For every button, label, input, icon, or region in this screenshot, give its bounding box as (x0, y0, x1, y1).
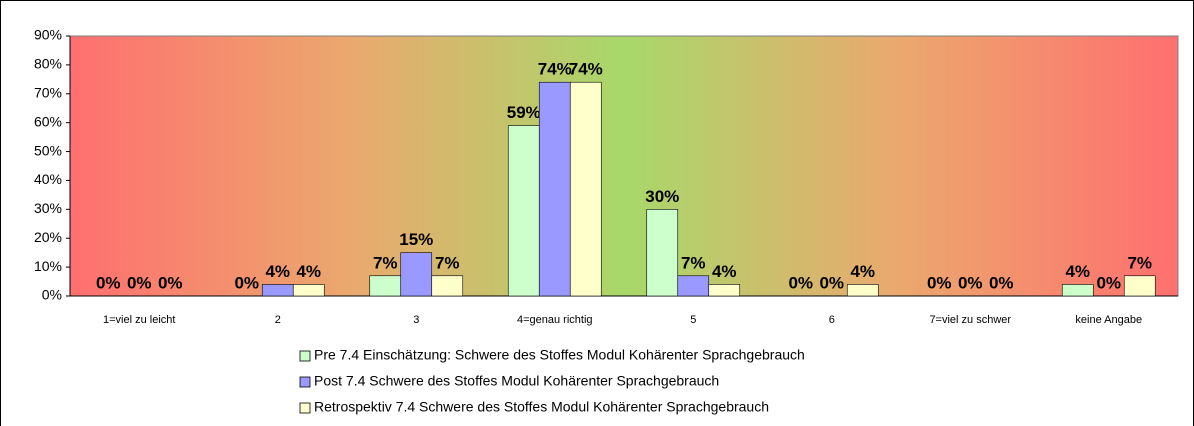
value-label: 7% (373, 253, 398, 272)
bar (646, 209, 679, 297)
value-label: 74% (569, 60, 603, 79)
x-tick-label: 7=viel zu schwer (929, 314, 1011, 326)
value-label: 4% (850, 262, 875, 281)
y-tick-label: 20% (34, 229, 62, 245)
value-label: 0% (958, 273, 983, 292)
bar (569, 81, 602, 297)
value-label: 4% (296, 262, 321, 281)
x-tick-label: keine Angabe (1075, 314, 1142, 326)
y-tick-label: 30% (34, 200, 62, 216)
bar (1123, 275, 1156, 297)
y-tick-label: 80% (34, 56, 62, 72)
bar (846, 284, 879, 297)
plot-area (69, 35, 1179, 297)
y-tick-label: 70% (34, 84, 62, 100)
value-label: 0% (819, 273, 844, 292)
bar (292, 284, 325, 297)
value-label: 7% (1127, 253, 1152, 272)
legend-swatch (299, 376, 311, 388)
bar (400, 252, 433, 297)
x-tick-label: 1=viel zu leicht (103, 314, 175, 326)
value-label: 0% (127, 273, 152, 292)
legend-label: Retrospektiv 7.4 Schwere des Stoffes Mod… (314, 399, 769, 415)
x-tick-label: 4=genau richtig (517, 314, 593, 326)
bar (708, 284, 741, 297)
y-tick-label: 60% (34, 113, 62, 129)
bar (677, 275, 710, 297)
value-label: 59% (507, 103, 541, 122)
value-label: 0% (788, 273, 813, 292)
legend-label: Pre 7.4 Einschätzung: Schwere des Stoffe… (314, 347, 805, 363)
x-tick-label: 6 (829, 314, 835, 326)
value-label: 30% (645, 187, 679, 206)
bar (431, 275, 464, 297)
value-label: 0% (158, 273, 183, 292)
value-label: 15% (399, 230, 433, 249)
bar (369, 275, 402, 297)
value-label: 4% (1065, 262, 1090, 281)
value-label: 7% (681, 253, 706, 272)
bar (261, 284, 294, 297)
bar (1061, 284, 1094, 297)
y-tick-label: 0% (42, 287, 62, 303)
legend-swatch (299, 402, 311, 414)
value-label: 0% (1096, 273, 1121, 292)
y-tick-label: 50% (34, 142, 62, 158)
value-label: 74% (538, 60, 572, 79)
bar (507, 125, 540, 297)
value-label: 4% (265, 262, 290, 281)
value-label: 0% (927, 273, 952, 292)
value-label: 4% (712, 262, 737, 281)
value-label: 0% (989, 273, 1014, 292)
bar (538, 81, 571, 297)
y-tick-label: 90% (34, 27, 62, 43)
x-tick-label: 3 (413, 314, 419, 326)
value-label: 0% (234, 273, 259, 292)
value-label: 7% (435, 253, 460, 272)
x-tick-label: 2 (275, 314, 281, 326)
y-tick-label: 10% (34, 258, 62, 274)
legend-swatch (299, 350, 311, 362)
y-tick-label: 40% (34, 171, 62, 187)
legend-label: Post 7.4 Schwere des Stoffes Modul Kohär… (314, 373, 719, 389)
x-tick-label: 5 (690, 314, 696, 326)
value-label: 0% (96, 273, 121, 292)
